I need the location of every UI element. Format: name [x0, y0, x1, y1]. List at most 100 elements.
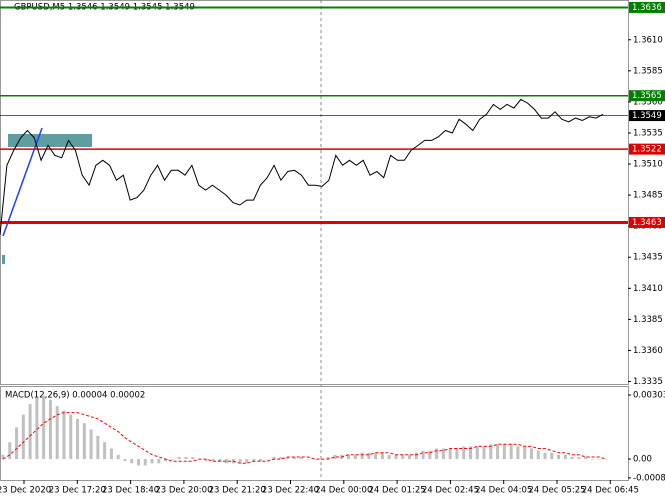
macd-bar: [8, 442, 12, 460]
macd-bar: [245, 459, 249, 464]
level-label: 1.3636: [632, 3, 662, 13]
macd-bar: [1, 454, 5, 460]
macd-bar: [408, 454, 412, 460]
macd-bar: [103, 442, 107, 460]
macd-bar: [367, 452, 371, 460]
macd-bar: [191, 456, 195, 460]
macd-bar: [218, 459, 222, 462]
macd-bar: [326, 456, 330, 460]
macd-bar: [69, 414, 73, 460]
macd-bar: [468, 446, 472, 460]
macd-bar: [42, 395, 46, 460]
macd-bar: [258, 459, 262, 462]
macd-bar: [441, 448, 445, 460]
y-tick-label: 1.3485: [633, 191, 663, 201]
macd-bar: [15, 427, 19, 460]
macd-bar: [130, 459, 134, 464]
macd-bar: [374, 452, 378, 460]
macd-bar: [62, 410, 66, 460]
x-tick-label: 24 Dec 00:00: [315, 486, 372, 496]
y-tick-label: 1.3435: [633, 253, 663, 263]
macd-bar: [421, 450, 425, 460]
macd-bar: [353, 454, 357, 460]
y-tick-label: 0.00303: [633, 391, 665, 401]
macd-bar: [475, 446, 479, 460]
macd-bar: [435, 448, 439, 460]
x-tick-label: 23 Dec 18:40: [102, 486, 159, 496]
macd-bar: [170, 459, 174, 460]
level-label: 1.3549: [632, 111, 662, 121]
level-label-box: [629, 143, 665, 155]
zone-mark: [2, 255, 5, 264]
macd-bar: [150, 459, 154, 464]
x-tick-label: 24 Dec 06:45: [582, 486, 639, 496]
y-tick-label: 1.3510: [633, 160, 663, 170]
macd-bar: [96, 435, 100, 460]
x-tick-label: 24 Dec 04:05: [475, 486, 532, 496]
x-tick-label: 24 Dec 05:25: [528, 486, 585, 496]
macd-bar: [536, 450, 540, 460]
macd-bar: [48, 399, 52, 460]
macd-bar: [550, 452, 554, 460]
macd-bar: [272, 456, 276, 460]
macd-bar: [529, 448, 533, 460]
macd-bar: [509, 444, 513, 460]
macd-bar: [414, 452, 418, 460]
macd-bar: [570, 456, 574, 460]
macd-bar: [21, 414, 25, 460]
macd-bar: [157, 459, 161, 464]
y-tick-label: 1.3560: [633, 97, 663, 107]
level-label-box: [629, 110, 665, 122]
y-tick-label: -0.00089: [633, 473, 665, 483]
macd-bar: [360, 452, 364, 460]
macd-title: MACD(12,26,9) 0.00004 0.00002: [5, 391, 145, 401]
macd-bar: [313, 459, 317, 460]
macd-bar: [401, 454, 405, 460]
level-label-box: [629, 216, 665, 228]
macd-bar: [563, 454, 567, 460]
macd-bar: [177, 456, 181, 460]
macd-bar: [299, 456, 303, 460]
macd-bar: [123, 459, 127, 462]
x-tick-label: 23 Dec 20:00: [155, 486, 212, 496]
macd-bar: [82, 423, 86, 460]
macd-bar: [489, 444, 493, 460]
macd-bar: [184, 456, 188, 460]
level-label: 1.3565: [632, 91, 662, 101]
macd-bar: [502, 444, 506, 460]
macd-bar: [306, 459, 310, 460]
macd-bar: [225, 459, 229, 464]
macd-bar: [286, 456, 290, 460]
macd-bar: [35, 397, 39, 460]
macd-bar: [89, 429, 93, 460]
macd-bar: [394, 454, 398, 460]
macd-bar: [55, 406, 59, 460]
y-tick-label: 1.3335: [633, 377, 663, 387]
macd-bar: [116, 454, 120, 460]
macd-bar: [557, 454, 561, 460]
macd-bar: [428, 450, 432, 460]
signal-line: [2, 412, 607, 464]
y-tick-label: 1.3610: [633, 35, 663, 45]
y-tick-label: 1.3360: [633, 346, 663, 356]
macd-bar: [28, 404, 32, 460]
macd-bar: [516, 446, 520, 460]
price-panel: [0, 0, 629, 385]
macd-bar: [543, 452, 547, 460]
price-line: [0, 98, 604, 235]
macd-bar: [482, 446, 486, 460]
y-tick-label: 1.3585: [633, 66, 663, 76]
macd-bar: [204, 459, 208, 462]
macd-bar: [448, 448, 452, 460]
macd-bar: [143, 459, 147, 466]
x-tick-label: 23 Dec 2020: [0, 486, 51, 496]
x-tick-label: 24 Dec 01:25: [369, 486, 426, 496]
level-label: 1.3463: [632, 218, 662, 228]
macd-bar: [109, 448, 113, 460]
level-label-box: [629, 90, 665, 102]
x-tick-label: 23 Dec 21:20: [209, 486, 266, 496]
y-tick-label: 0.00: [633, 455, 652, 465]
macd-bar: [238, 459, 242, 464]
macd-bar: [590, 459, 594, 460]
